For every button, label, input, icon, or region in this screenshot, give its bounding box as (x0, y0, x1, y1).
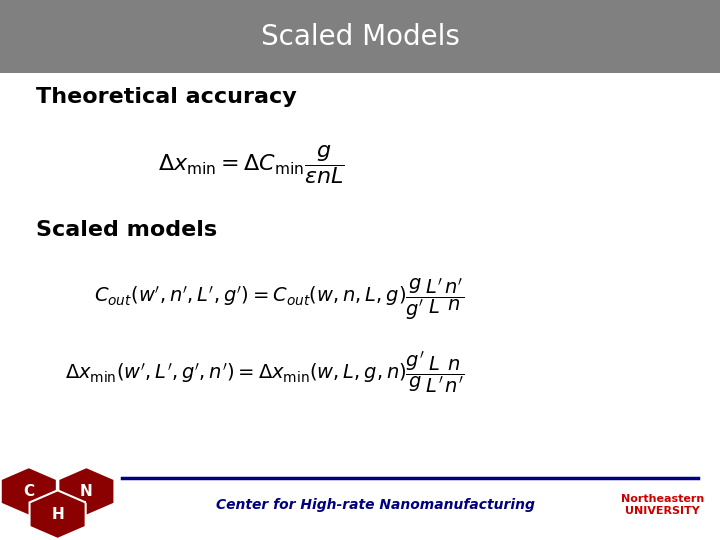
FancyBboxPatch shape (0, 0, 720, 73)
Text: $C_{out}(w^\prime, n^\prime, L^\prime, g^\prime) = C_{out}(w, n, L, g)\dfrac{g}{: $C_{out}(w^\prime, n^\prime, L^\prime, g… (94, 277, 464, 322)
Text: Theoretical accuracy: Theoretical accuracy (36, 87, 297, 107)
Polygon shape (58, 467, 114, 516)
Text: N: N (80, 484, 93, 499)
Polygon shape (30, 490, 86, 539)
Text: Scaled Models: Scaled Models (261, 23, 459, 51)
Text: Scaled models: Scaled models (36, 219, 217, 240)
Text: $\Delta x_{\min}(w^\prime, L^\prime, g^\prime, n^\prime) = \Delta x_{\min}(w, L,: $\Delta x_{\min}(w^\prime, L^\prime, g^\… (65, 350, 464, 395)
Text: H: H (51, 507, 64, 522)
Polygon shape (1, 467, 57, 516)
Text: Northeastern
UNIVERSITY: Northeastern UNIVERSITY (621, 494, 704, 516)
Text: C: C (23, 484, 35, 499)
Text: $\Delta x_{\min} = \Delta C_{\min} \dfrac{g}{\varepsilon n L}$: $\Delta x_{\min} = \Delta C_{\min} \dfra… (158, 143, 346, 186)
Text: Center for High-rate Nanomanufacturing: Center for High-rate Nanomanufacturing (216, 498, 535, 512)
